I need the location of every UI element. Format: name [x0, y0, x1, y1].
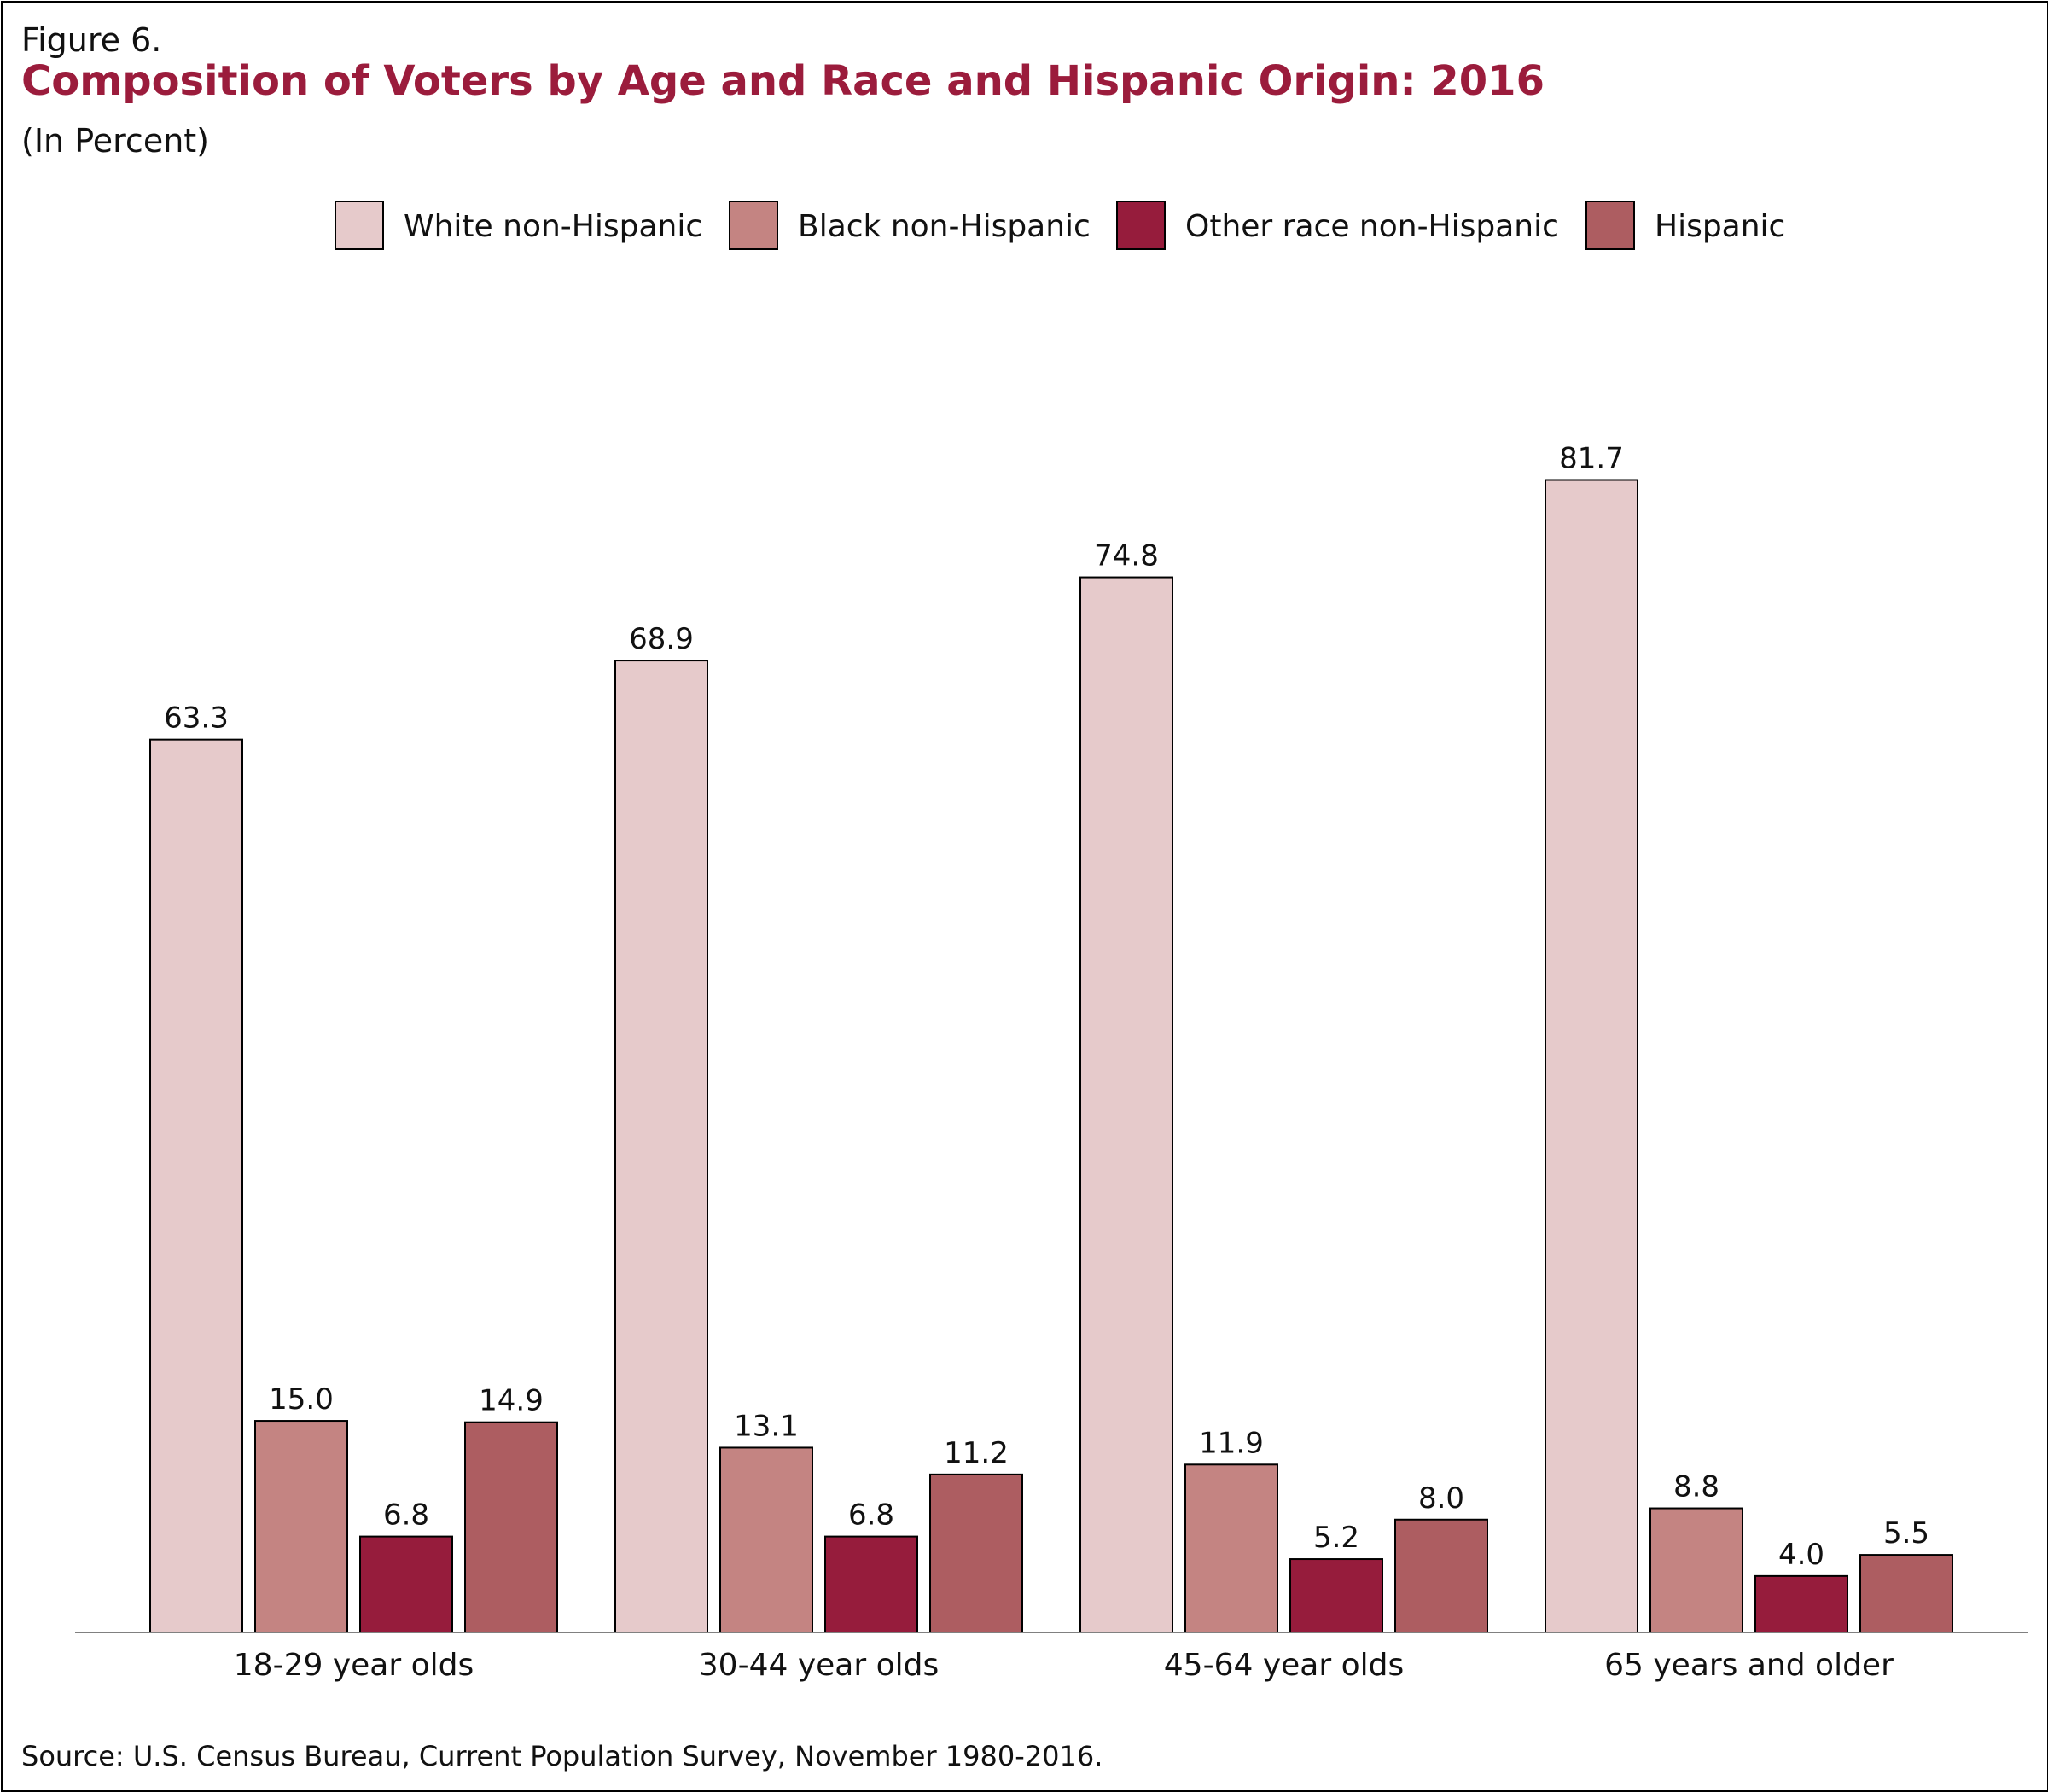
- value-labels-group: 63.3 15.0 6.8 14.9 68.9 13.1 6.8 11.2 74.8 11.9 5.…: [164, 441, 1929, 1571]
- bar-white-non-hispanic-65-years-and-older: [1545, 479, 1638, 1633]
- data-label-white-non-hispanic-45-64-year-olds: 74.8: [1094, 539, 1159, 573]
- data-label-other-race-non-hispanic-45-64-year-olds: 5.2: [1313, 1521, 1359, 1555]
- legend-label-hispanic: Hispanic: [1655, 209, 1785, 244]
- bars-group: [149, 479, 1953, 1634]
- bar-other-race-non-hispanic-30-44-year-olds: [824, 1535, 918, 1633]
- bar-black-non-hispanic-30-44-year-olds: [719, 1446, 813, 1634]
- chart-title: Composition of Voters by Age and Race an…: [21, 57, 1545, 105]
- bar-white-non-hispanic-18-29-year-olds: [149, 738, 243, 1633]
- legend-swatch-white-non-hispanic: [335, 201, 384, 250]
- data-label-hispanic-45-64-year-olds: 8.0: [1418, 1481, 1464, 1516]
- source-note: Source: U.S. Census Bureau, Current Popu…: [21, 1740, 1103, 1772]
- legend: White non-Hispanic Black non-Hispanic Othe…: [335, 201, 1785, 250]
- bar-other-race-non-hispanic-18-29-year-olds: [359, 1535, 453, 1633]
- legend-swatch-other-race-non-hispanic: [1116, 201, 1166, 250]
- data-label-other-race-non-hispanic-18-29-year-olds: 6.8: [383, 1498, 429, 1533]
- bar-black-non-hispanic-18-29-year-olds: [254, 1420, 348, 1634]
- category-label-45-64-year-olds: 45-64 year olds: [1164, 1648, 1404, 1683]
- bar-hispanic-65-years-and-older: [1859, 1554, 1953, 1633]
- legend-swatch-black-non-hispanic: [729, 201, 778, 250]
- bar-hispanic-18-29-year-olds: [464, 1421, 558, 1633]
- legend-label-other-race-non-hispanic: Other race non-Hispanic: [1185, 209, 1559, 244]
- chart-subtitle: (In Percent): [21, 122, 210, 160]
- bar-black-non-hispanic-65-years-and-older: [1649, 1507, 1743, 1634]
- data-label-hispanic-30-44-year-olds: 11.2: [944, 1436, 1009, 1470]
- legend-label-black-non-hispanic: Black non-Hispanic: [798, 209, 1091, 244]
- data-label-other-race-non-hispanic-65-years-and-older: 4.0: [1778, 1538, 1824, 1572]
- data-label-white-non-hispanic-65-years-and-older: 81.7: [1559, 441, 1624, 475]
- bar-white-non-hispanic-30-44-year-olds: [614, 660, 708, 1633]
- data-label-hispanic-18-29-year-olds: 14.9: [479, 1384, 544, 1418]
- data-label-black-non-hispanic-18-29-year-olds: 15.0: [269, 1382, 334, 1417]
- category-label-18-29-year-olds: 18-29 year olds: [234, 1648, 474, 1683]
- data-label-black-non-hispanic-65-years-and-older: 8.8: [1673, 1470, 1719, 1504]
- data-label-black-non-hispanic-30-44-year-olds: 13.1: [734, 1409, 799, 1443]
- bar-other-race-non-hispanic-45-64-year-olds: [1289, 1558, 1383, 1633]
- bar-hispanic-30-44-year-olds: [929, 1473, 1023, 1634]
- bar-other-race-non-hispanic-65-years-and-older: [1754, 1574, 1848, 1634]
- data-label-hispanic-65-years-and-older: 5.5: [1883, 1516, 1929, 1551]
- data-label-white-non-hispanic-30-44-year-olds: 68.9: [629, 622, 694, 656]
- category-label-65-years-and-older: 65 years and older: [1604, 1648, 1894, 1683]
- category-labels-group: 18-29 year olds 30-44 year olds 45-64 year…: [234, 1648, 1894, 1683]
- category-label-30-44-year-olds: 30-44 year olds: [699, 1648, 939, 1683]
- bar-black-non-hispanic-45-64-year-olds: [1184, 1463, 1278, 1633]
- legend-swatch-hispanic: [1585, 201, 1635, 250]
- legend-label-white-non-hispanic: White non-Hispanic: [404, 209, 702, 244]
- data-label-white-non-hispanic-18-29-year-olds: 63.3: [164, 701, 229, 736]
- bar-white-non-hispanic-45-64-year-olds: [1079, 576, 1173, 1633]
- bar-hispanic-45-64-year-olds: [1394, 1518, 1488, 1634]
- data-label-black-non-hispanic-45-64-year-olds: 11.9: [1199, 1426, 1264, 1460]
- data-label-other-race-non-hispanic-30-44-year-olds: 6.8: [848, 1498, 894, 1533]
- figure-label: Figure 6.: [21, 21, 162, 59]
